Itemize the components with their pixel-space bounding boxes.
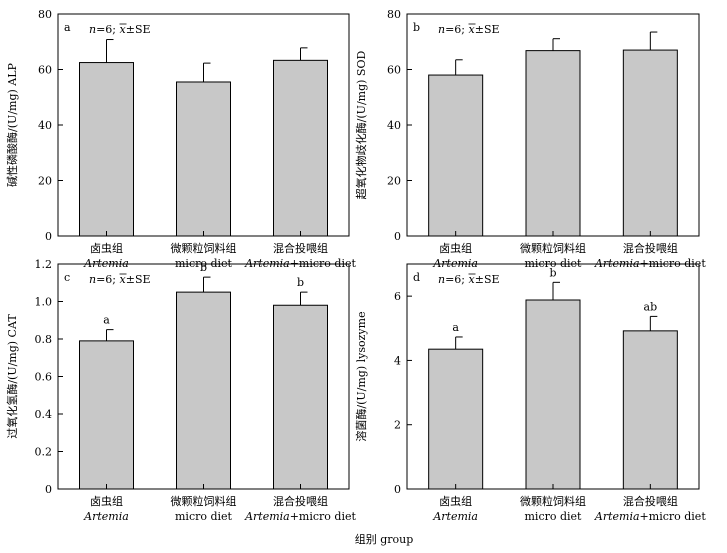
x-tick-label-en-main-d-0: Artemia [432, 510, 478, 523]
y-tick-label-c-0: 0 [45, 483, 52, 496]
panel-letter-b: b [413, 21, 420, 34]
panel-letter-d: d [413, 271, 420, 284]
annotation-se-c: ±SE [126, 273, 151, 286]
significance-label-d-0: a [452, 321, 459, 334]
significance-label-c-2: b [297, 276, 304, 289]
bar-b-2 [622, 49, 678, 237]
bar-c-2 [273, 304, 328, 490]
chart-panel-c: a b b 0 0.2 0.4 0.6 0.8 1.0 1.2 卤虫组 Artemia 微颗粒饲料组 mi… [5, 258, 356, 523]
y-axis-label-a: 碱性磷酸酶/(U/mg) ALP [5, 62, 19, 186]
y-tick-label-b-0: 0 [394, 230, 401, 243]
x-tick-label-en-main-c-0: Artemia [83, 510, 129, 523]
annotation-se-b: ±SE [475, 23, 500, 36]
bar-a-2 [273, 59, 328, 237]
x-tick-label-en-c-0: Artemia [83, 510, 129, 523]
panel-letter-c: c [64, 271, 70, 284]
x-tick-label-en-tail-d-2: +micro diet [640, 510, 707, 523]
y-tick-label-a-2: 40 [38, 119, 52, 132]
figure-x-axis-label: 组别 group [355, 532, 414, 546]
x-tick-label-zh-a-0: 卤虫组 [90, 241, 123, 255]
y-tick-label-a-3: 60 [38, 64, 52, 77]
bar-d-0 [428, 348, 484, 490]
annotation-n-symbol-a: n [89, 23, 96, 36]
significance-label-d-1: b [549, 266, 556, 279]
y-axis-label-b: 超氧化物歧化酶/(U/mg) SOD [354, 51, 368, 200]
x-tick-label-en-main-c-2: Artemia [244, 510, 290, 523]
y-tick-label-d-0: 0 [394, 483, 401, 496]
x-tick-label-zh-b-0: 卤虫组 [439, 241, 472, 255]
x-tick-label-en-d-2: Artemia+micro diet [594, 510, 706, 523]
y-axis-label-d: 溶菌酶/(U/mg) lysozyme [354, 311, 368, 441]
x-tick-label-en-c-1: micro diet [175, 510, 233, 523]
y-tick-label-c-2: 0.4 [35, 408, 53, 421]
x-tick-label-zh-c-1: 微颗粒饲料组 [171, 494, 237, 508]
y-tick-label-c-3: 0.6 [35, 371, 53, 384]
bar-d-1 [525, 299, 581, 490]
y-tick-label-b-4: 80 [387, 8, 401, 21]
x-tick-label-zh-a-1: 微颗粒饲料组 [171, 241, 237, 255]
annotation-n-c: n=6; x±SE [89, 273, 151, 286]
panel-letter-a: a [64, 21, 71, 34]
annotation-se-a: ±SE [126, 23, 151, 36]
annotation-se-d: ±SE [475, 273, 500, 286]
y-tick-label-d-1: 2 [394, 419, 401, 432]
y-tick-label-a-1: 20 [38, 175, 52, 188]
significance-label-c-0: a [103, 314, 110, 327]
annotation-n-d: n=6; x±SE [438, 273, 500, 286]
bar-b-1 [525, 50, 581, 237]
bar-d-2 [622, 330, 678, 490]
annotation-n-symbol-d: n [438, 273, 445, 286]
x-tick-label-en-tail-c-2: +micro diet [290, 510, 357, 523]
annotation-mean-symbol-d: x [469, 273, 476, 286]
annotation-n-rest-a: =6; [96, 23, 119, 36]
x-tick-label-zh-d-1: 微颗粒饲料组 [520, 494, 586, 508]
y-tick-label-b-3: 60 [387, 64, 401, 77]
x-tick-label-en-main-c-1: micro diet [175, 510, 233, 523]
y-tick-label-c-1: 0.2 [35, 446, 53, 459]
annotation-mean-symbol-b: x [469, 23, 476, 36]
x-tick-label-zh-d-2: 混合投喂组 [623, 494, 678, 508]
bar-a-1 [176, 81, 231, 237]
x-tick-label-en-c-2: Artemia+micro diet [244, 510, 356, 523]
x-tick-label-en-d-1: micro diet [525, 510, 583, 523]
x-tick-label-zh-b-1: 微颗粒饲料组 [520, 241, 586, 255]
x-tick-label-zh-c-2: 混合投喂组 [273, 494, 328, 508]
y-axis-label-c: 过氧化氢酶/(U/mg) CAT [5, 314, 19, 439]
annotation-n-symbol-b: n [438, 23, 445, 36]
bar-b-0 [428, 74, 484, 237]
significance-label-c-1: b [200, 261, 207, 274]
bar-c-0 [79, 340, 134, 490]
x-tick-label-zh-a-2: 混合投喂组 [273, 241, 328, 255]
x-tick-label-zh-d-0: 卤虫组 [439, 494, 472, 508]
y-tick-label-c-6: 1.2 [35, 258, 53, 271]
annotation-n-rest-c: =6; [96, 273, 119, 286]
y-tick-label-d-2: 4 [394, 354, 401, 367]
x-tick-label-en-d-0: Artemia [432, 510, 478, 523]
annotation-n-symbol-c: n [89, 273, 96, 286]
annotation-n-b: n=6; x±SE [438, 23, 500, 36]
y-tick-label-d-3: 6 [394, 290, 401, 303]
bar-c-1 [176, 291, 231, 490]
x-tick-label-en-main-d-1: micro diet [525, 510, 583, 523]
x-tick-label-zh-c-0: 卤虫组 [90, 494, 123, 508]
y-tick-label-c-4: 0.8 [35, 333, 53, 346]
y-tick-label-b-1: 20 [387, 175, 401, 188]
x-tick-label-en-main-d-2: Artemia [594, 510, 640, 523]
annotation-mean-symbol-c: x [120, 273, 127, 286]
y-tick-label-a-0: 0 [45, 230, 52, 243]
significance-label-d-2: ab [644, 300, 658, 313]
annotation-n-a: n=6; x±SE [89, 23, 151, 36]
y-tick-label-a-4: 80 [38, 8, 52, 21]
y-tick-label-b-2: 40 [387, 119, 401, 132]
annotation-n-rest-d: =6; [445, 273, 468, 286]
bar-a-0 [79, 62, 134, 237]
y-tick-label-c-5: 1.0 [35, 296, 53, 309]
x-tick-label-zh-b-2: 混合投喂组 [623, 241, 678, 255]
annotation-mean-symbol-a: x [120, 23, 127, 36]
annotation-n-rest-b: =6; [445, 23, 468, 36]
